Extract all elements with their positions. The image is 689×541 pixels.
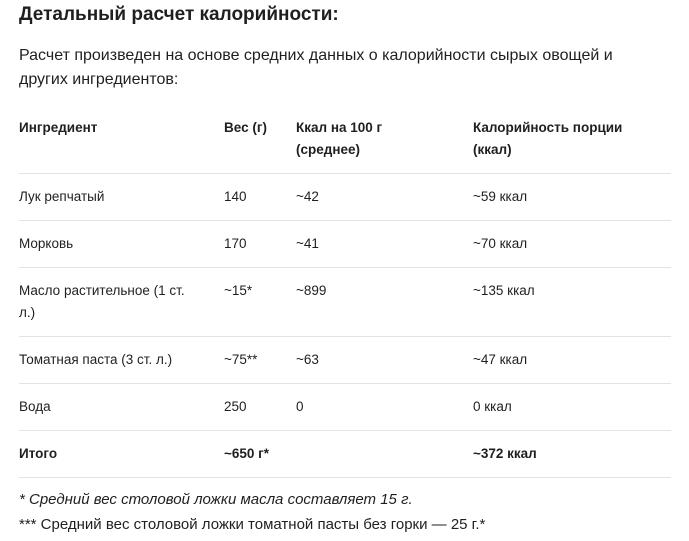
table-cell: ~63	[296, 336, 473, 384]
table-row: Масло растительное (1 ст. л.) ~15* ~899 ~13…	[19, 267, 671, 337]
table-row: Лук репчатый 140 ~42 ~59 ккал	[19, 173, 671, 221]
table-cell: ~372 ккал	[473, 430, 671, 478]
calorie-table: Ингредиент Вес (г) Ккал на 100 г (средне…	[19, 105, 671, 478]
table-row: Морковь 170 ~41 ~70 ккал	[19, 220, 671, 268]
table-cell: ~135 ккал	[473, 267, 671, 337]
table-cell: ~47 ккал	[473, 336, 671, 384]
header-cell: Вес (г)	[224, 105, 296, 174]
table-cell: 170	[224, 220, 296, 268]
table-cell	[296, 430, 473, 478]
table-cell: Морковь	[19, 220, 224, 268]
table-cell: Лук репчатый	[19, 173, 224, 221]
table-cell: Итого	[19, 430, 224, 478]
table-cell: ~15*	[224, 267, 296, 337]
table-cell: Масло растительное (1 ст. л.)	[19, 267, 224, 337]
table-body: Лук репчатый 140 ~42 ~59 ккал Морковь 170 ~41 ~…	[19, 173, 671, 478]
table-cell: ~59 ккал	[473, 173, 671, 221]
table-cell: Вода	[19, 383, 224, 431]
table-cell: ~650 г*	[224, 430, 296, 478]
intro-text: Расчет произведен на основе средних данн…	[19, 47, 613, 88]
footnote: *** Средний вес столовой ложки томатной …	[19, 516, 486, 533]
table-cell: ~75**	[224, 336, 296, 384]
table-row: Вода 250 0 0 ккал	[19, 383, 671, 431]
footnote: * Средний вес столовой ложки масла соста…	[19, 491, 413, 508]
header-cell: Калорийность порции (ккал)	[473, 105, 671, 174]
total-row: Итого ~650 г* ~372 ккал	[19, 430, 671, 478]
table-cell: 0	[296, 383, 473, 431]
table-cell: 250	[224, 383, 296, 431]
header-cell: Ингредиент	[19, 105, 224, 174]
heading: Детальный расчет калорийности:	[19, 4, 339, 25]
table-cell: 140	[224, 173, 296, 221]
table-cell: ~70 ккал	[473, 220, 671, 268]
table-row: Томатная паста (3 ст. л.) ~75** ~63 ~47 кка…	[19, 336, 671, 384]
table-cell: 0 ккал	[473, 383, 671, 431]
header-row: Ингредиент Вес (г) Ккал на 100 г (средне…	[19, 105, 671, 174]
table-cell: ~42	[296, 173, 473, 221]
table-cell: ~899	[296, 267, 473, 337]
header-cell: Ккал на 100 г (среднее)	[296, 105, 473, 174]
table-cell: Томатная паста (3 ст. л.)	[19, 336, 224, 384]
table-cell: ~41	[296, 220, 473, 268]
footnotes: * Средний вес столовой ложки масла соста…	[19, 487, 485, 537]
